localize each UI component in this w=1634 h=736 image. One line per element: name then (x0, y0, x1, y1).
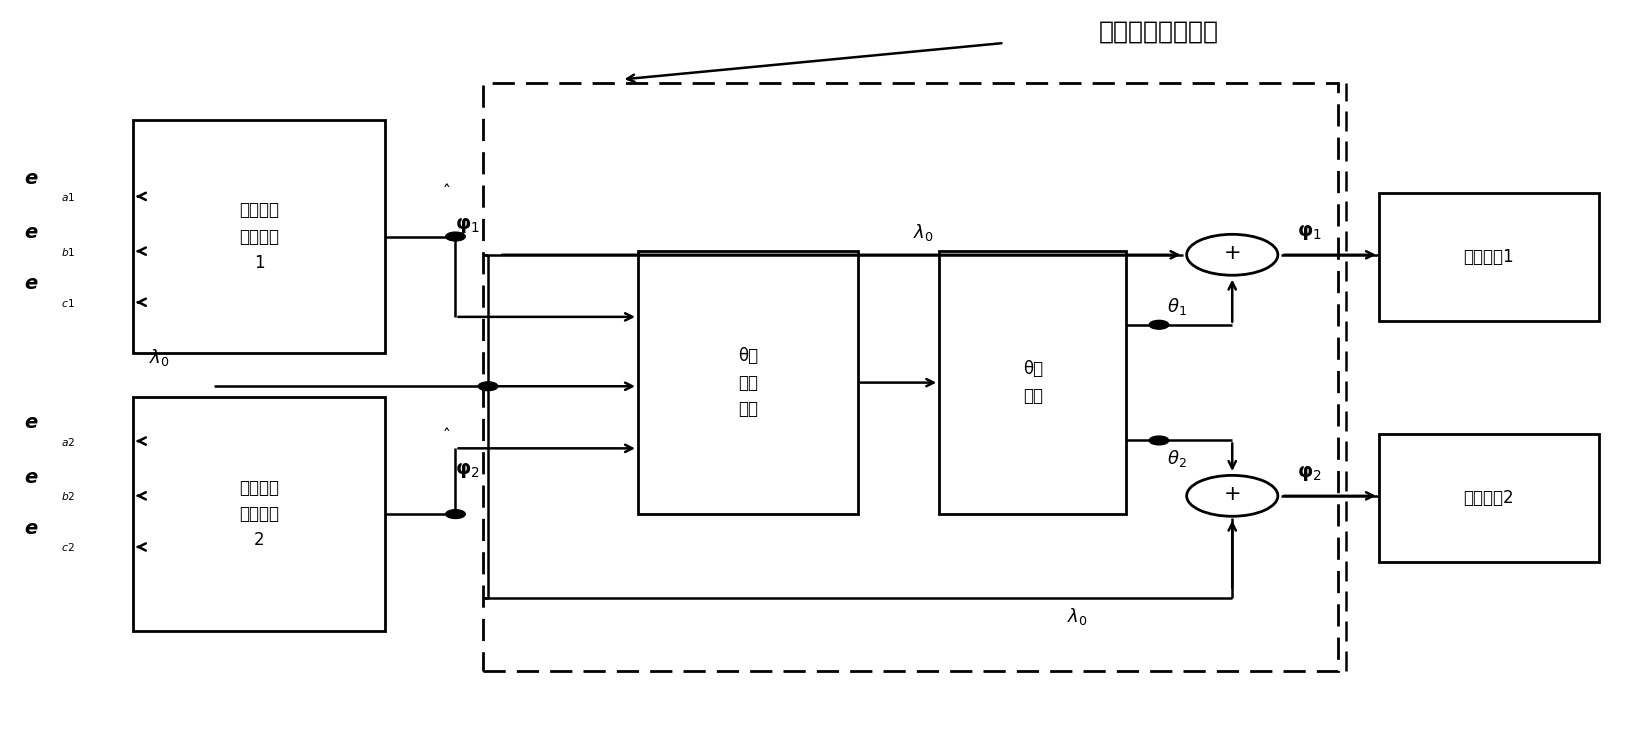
Text: θ角
记忆: θ角 记忆 (1023, 361, 1042, 405)
Text: $\boldsymbol{\varphi}_2$: $\boldsymbol{\varphi}_2$ (1297, 464, 1322, 484)
Text: $\hat{}$: $\hat{}$ (444, 174, 451, 193)
Text: $\theta_1$: $\theta_1$ (1167, 296, 1186, 317)
Text: $\boldsymbol{e}$: $\boldsymbol{e}$ (25, 519, 39, 538)
Text: $_{b1}$: $_{b1}$ (62, 244, 77, 258)
Text: 电压电流
检测计算
1: 电压电流 检测计算 1 (239, 201, 279, 272)
Text: 同步综合控制装置: 同步综合控制装置 (1100, 20, 1219, 44)
Text: 旋转变换2: 旋转变换2 (1464, 489, 1515, 506)
FancyBboxPatch shape (132, 397, 386, 631)
Text: $\lambda_0$: $\lambda_0$ (912, 222, 933, 244)
Text: 旋转变换1: 旋转变换1 (1464, 247, 1515, 266)
FancyBboxPatch shape (132, 120, 386, 353)
Circle shape (1186, 234, 1278, 275)
Text: $\hat{}$: $\hat{}$ (444, 420, 451, 437)
Text: $\boldsymbol{e}$: $\boldsymbol{e}$ (25, 414, 39, 432)
Text: $_{a1}$: $_{a1}$ (62, 189, 75, 204)
Circle shape (1149, 436, 1168, 445)
FancyBboxPatch shape (1379, 193, 1598, 320)
Circle shape (446, 232, 466, 241)
Text: $\theta_2$: $\theta_2$ (1167, 448, 1186, 470)
Text: $\lambda_0$: $\lambda_0$ (149, 347, 170, 367)
Text: +: + (1224, 484, 1242, 504)
Text: $\boldsymbol{\varphi}_1$: $\boldsymbol{\varphi}_1$ (1297, 223, 1322, 242)
Text: $\lambda_0$: $\lambda_0$ (1067, 606, 1088, 627)
Text: $\boldsymbol{e}$: $\boldsymbol{e}$ (25, 275, 39, 294)
Circle shape (1149, 320, 1168, 329)
FancyBboxPatch shape (637, 251, 858, 514)
FancyBboxPatch shape (1379, 434, 1598, 562)
Text: $\boldsymbol{\varphi}_1$: $\boldsymbol{\varphi}_1$ (456, 216, 480, 235)
Text: θ角
计算
环节: θ角 计算 环节 (737, 347, 758, 418)
Text: $_{a2}$: $_{a2}$ (62, 434, 75, 448)
Circle shape (1186, 475, 1278, 516)
Text: $\boldsymbol{e}$: $\boldsymbol{e}$ (25, 468, 39, 487)
Circle shape (446, 510, 466, 518)
Circle shape (479, 382, 498, 391)
Text: $_{c2}$: $_{c2}$ (62, 539, 75, 554)
Text: $\boldsymbol{\varphi}_2$: $\boldsymbol{\varphi}_2$ (456, 461, 480, 480)
Text: $\boldsymbol{e}$: $\boldsymbol{e}$ (25, 223, 39, 242)
Text: 电压电流
检测计算
2: 电压电流 检测计算 2 (239, 478, 279, 550)
Text: $_{c1}$: $_{c1}$ (62, 294, 75, 310)
Text: $_{b2}$: $_{b2}$ (62, 488, 77, 503)
Text: +: + (1224, 244, 1242, 263)
Text: $\boldsymbol{e}$: $\boldsymbol{e}$ (25, 169, 39, 188)
FancyBboxPatch shape (940, 251, 1126, 514)
